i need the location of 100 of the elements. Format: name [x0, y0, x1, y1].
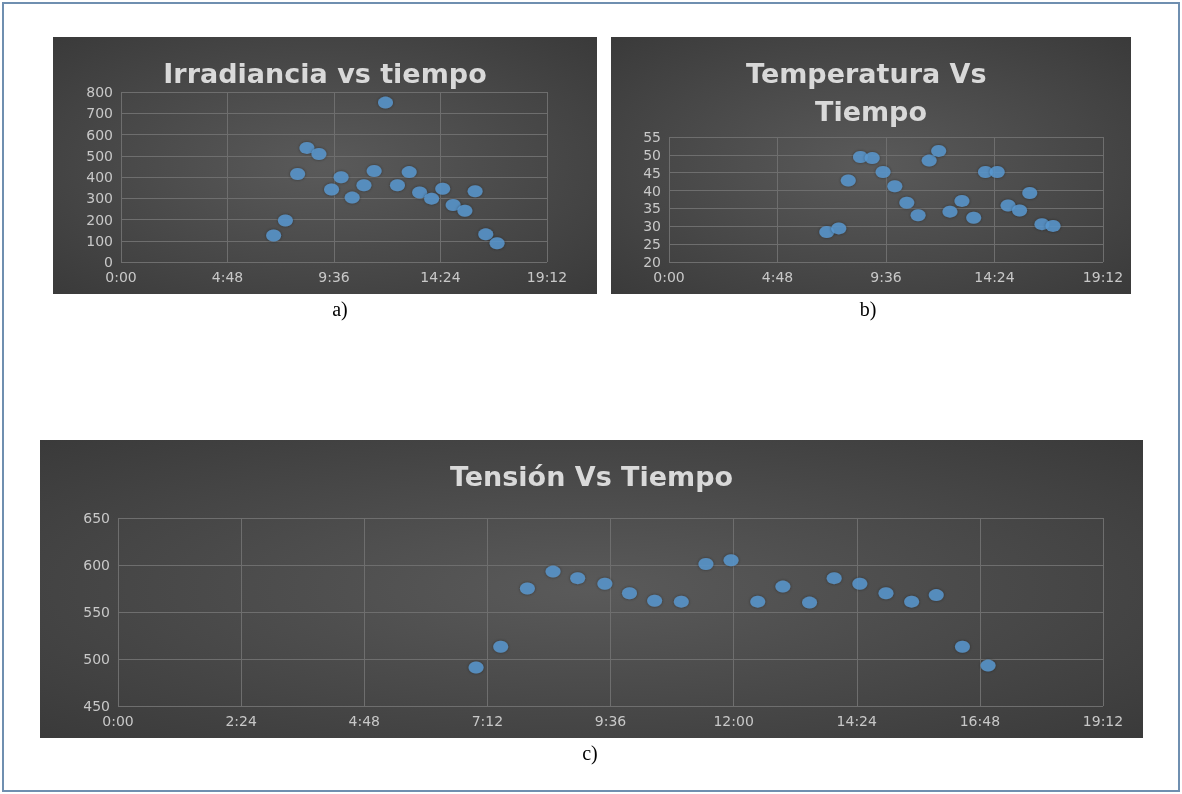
- point: [333, 171, 349, 184]
- point: [887, 180, 903, 193]
- point: [775, 580, 791, 593]
- y-tick-label: 55: [643, 129, 661, 145]
- point: [435, 182, 451, 195]
- chart-title: Temperatura Vs Tiempo: [746, 57, 996, 127]
- point: [899, 196, 915, 209]
- x-tick-label: 4:48: [761, 269, 794, 285]
- point: [819, 226, 835, 238]
- point: [921, 154, 937, 167]
- point: [324, 183, 340, 196]
- point: [878, 587, 894, 600]
- point: [290, 168, 306, 181]
- point: [412, 186, 428, 199]
- point: [910, 209, 926, 222]
- y-tick-label: 800: [86, 84, 113, 100]
- point: [401, 166, 417, 179]
- y-tick-label: 550: [83, 604, 110, 620]
- y-tick-label: 25: [643, 236, 661, 253]
- point: [468, 661, 484, 674]
- point: [467, 185, 483, 198]
- point: [389, 179, 405, 192]
- point: [570, 572, 586, 585]
- point: [597, 577, 613, 590]
- y-tick-label: 50: [643, 146, 661, 163]
- y-tick-label: 35: [643, 200, 661, 217]
- point: [311, 148, 327, 161]
- chart-title: Irradiancia vs tiempo: [163, 57, 487, 89]
- point: [928, 589, 944, 602]
- chart-title: Tensión Vs Tiempo: [449, 460, 734, 492]
- x-tick-label: 4:48: [211, 269, 244, 285]
- x-tick-label: 7:12: [471, 713, 504, 729]
- x-tick-label: 0:00: [102, 713, 134, 729]
- point: [673, 595, 689, 608]
- y-tick-label: 500: [86, 147, 113, 164]
- y-tick-label: 200: [86, 211, 113, 228]
- point: [377, 96, 393, 109]
- point: [299, 141, 315, 154]
- point: [493, 640, 509, 653]
- y-tick-label: 20: [643, 254, 661, 270]
- point: [831, 222, 847, 235]
- point: [445, 199, 461, 212]
- x-tick-label: 14:24: [836, 713, 878, 729]
- point: [852, 577, 868, 590]
- point: [904, 595, 920, 608]
- point: [723, 554, 739, 567]
- point: [545, 565, 561, 578]
- point: [647, 594, 663, 607]
- point: [424, 192, 440, 205]
- x-tick-label: 4:48: [348, 713, 380, 729]
- x-tick-label: 9:36: [594, 713, 627, 729]
- x-tick-label: 14:24: [974, 269, 1015, 285]
- x-tick-label: 14:24: [420, 269, 461, 285]
- x-tick-label: 2:24: [225, 713, 257, 729]
- point: [622, 587, 637, 600]
- point: [826, 572, 842, 585]
- y-tick-label: 100: [86, 232, 113, 249]
- x-tick-label: 9:36: [870, 269, 902, 285]
- y-tick-label: 0: [104, 254, 113, 270]
- y-tick-label: 600: [83, 557, 110, 573]
- point: [277, 214, 293, 227]
- point: [954, 194, 970, 207]
- point: [840, 174, 856, 187]
- x-tick-label: 16:48: [959, 713, 1001, 729]
- y-tick-label: 45: [643, 164, 661, 181]
- y-tick-label: 30: [643, 218, 661, 235]
- point: [344, 191, 360, 204]
- x-tick-label: 12:00: [713, 713, 754, 729]
- y-tick-label: 700: [86, 105, 113, 122]
- point: [864, 152, 880, 165]
- point: [1000, 199, 1016, 212]
- point: [875, 166, 891, 178]
- y-tick-label: 500: [83, 651, 110, 667]
- point: [457, 204, 473, 217]
- point: [519, 582, 535, 595]
- point: [989, 166, 1005, 178]
- text: c): [582, 742, 598, 765]
- x-tick-label: 0:00: [653, 269, 685, 285]
- point: [980, 659, 996, 672]
- point: [266, 229, 282, 242]
- point: [489, 237, 505, 250]
- point: [1022, 187, 1038, 200]
- text: a): [332, 298, 348, 321]
- x-tick-label: 19:12: [1082, 713, 1124, 729]
- point: [942, 205, 958, 218]
- point: [750, 595, 766, 608]
- point: [1045, 219, 1061, 232]
- point: [966, 211, 982, 224]
- x-tick-label: 19:12: [1082, 269, 1124, 285]
- y-tick-label: 400: [86, 169, 113, 185]
- x-tick-label: 0:00: [105, 269, 137, 285]
- point: [802, 596, 818, 609]
- point: [954, 640, 970, 653]
- y-tick-label: 40: [643, 182, 661, 199]
- text: b): [859, 298, 877, 321]
- x-tick-label: 19:12: [526, 269, 568, 285]
- x-tick-label: 9:36: [318, 269, 350, 285]
- y-tick-label: 300: [86, 190, 113, 207]
- point: [698, 558, 714, 571]
- point: [931, 144, 947, 157]
